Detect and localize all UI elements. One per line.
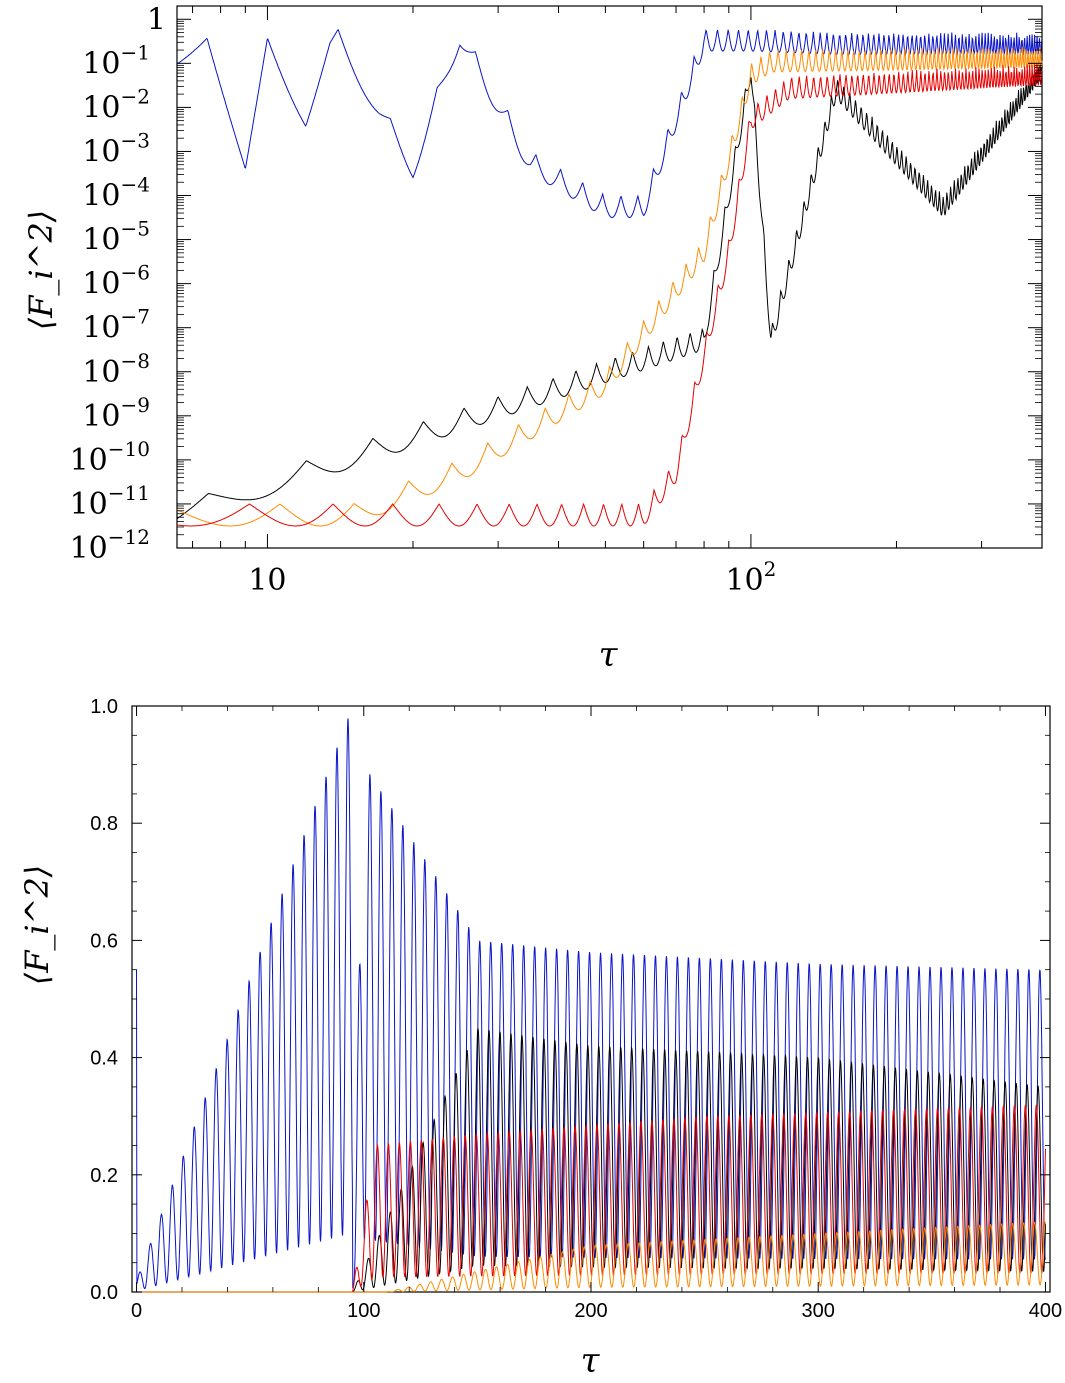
x-tick-label: 400 [1029,1300,1062,1322]
series-group [176,28,1043,527]
series-line-2 [176,46,1043,527]
y-tick-label: 10−7 [82,305,150,346]
x-tick-label: 100 [347,1300,380,1322]
y-tick-label: 1 [147,2,166,37]
y-tick-label: 10−1 [82,40,150,81]
x-tick-label: 102 [725,557,776,598]
series-group [136,718,1046,1293]
plot-frame [176,5,1043,549]
y-tick-label: 0.2 [90,1165,118,1187]
series-line-3 [177,64,1043,527]
y-tick-label: 10−2 [82,84,150,125]
y-tick-label: 10−12 [70,525,150,566]
y-axis-label: ⟨F_i^2⟩ [18,865,56,986]
y-tick-label: 0.4 [90,1048,118,1070]
y-tick-label: 10−8 [82,349,150,390]
series-line-1 [176,62,1043,520]
x-tick-label: 300 [802,1300,835,1322]
x-tick-label: 200 [574,1300,607,1322]
y-tick-label: 10−3 [82,128,150,169]
x-axis-label: τ [581,1341,601,1381]
y-tick-label: 0.0 [90,1282,118,1304]
y-axis-label: ⟨F_i^2⟩ [22,210,60,331]
y-tick-label: 10−11 [70,481,150,522]
y-tick-label: 10−4 [82,173,150,214]
series-line-0 [176,28,1043,219]
y-tick-label: 10−9 [82,393,150,434]
y-tick-label: 1.0 [90,696,118,718]
y-tick-label: 10−5 [82,217,150,258]
y-tick-label: 0.8 [90,813,118,835]
x-axis-label: τ [599,635,619,675]
x-tick-label: 0 [131,1300,142,1322]
log-log-chart-panel: 10 102110−110−210−310−410−510−610−710−810… [22,2,1043,675]
x-tick-label: 10 [248,563,286,598]
series-line-0 [136,718,1046,1290]
y-tick-label: 0.6 [90,930,118,952]
linear-chart-panel: 0 100 200 300 400 0.0 0.2 0.4 0.6 0.8 1.0 τ ⟨F_i^2⟩ [18,696,1062,1381]
series-line-1 [352,1028,1046,1293]
y-tick-label: 10−6 [82,261,150,302]
y-tick-label: 10−10 [70,437,150,478]
